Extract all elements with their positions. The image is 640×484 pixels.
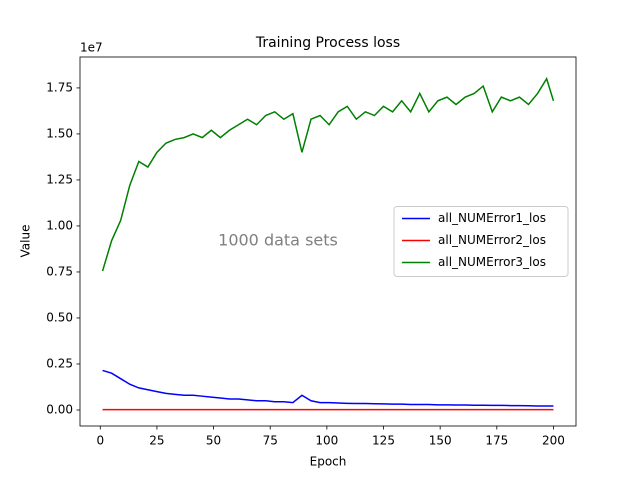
legend-label: all_NUMError2_los xyxy=(438,233,546,247)
series-line xyxy=(101,76,555,272)
annotation: 1000 data sets xyxy=(218,231,338,250)
y-tick-label: 0.75 xyxy=(46,264,73,278)
legend-box xyxy=(393,206,569,277)
y-tick-label: 1.00 xyxy=(46,218,73,232)
x-tick-label: 75 xyxy=(263,434,278,448)
x-tick-label: 100 xyxy=(315,434,338,448)
y-tick-label: 0.25 xyxy=(46,356,73,370)
x-tick-label: 150 xyxy=(429,434,452,448)
x-tick-label: 175 xyxy=(485,434,508,448)
x-axis-label: Epoch xyxy=(310,455,347,469)
legend-label: all_NUMError3_los xyxy=(438,255,546,269)
plot-frame xyxy=(79,56,577,427)
y-tick-label: 1.25 xyxy=(46,172,73,186)
x-tick-label: 0 xyxy=(96,434,104,448)
y-axis-label: Value xyxy=(19,225,33,258)
y-tick-label: 1.75 xyxy=(46,80,73,94)
x-tick-label: 25 xyxy=(149,434,164,448)
x-tick-label: 125 xyxy=(372,434,395,448)
y-tick-label: 1.50 xyxy=(46,126,73,140)
y-offset-label: 1e7 xyxy=(80,41,103,55)
chart-title: Training Process loss xyxy=(255,35,400,51)
x-tick-label: 200 xyxy=(542,434,565,448)
legend-label: all_NUMError1_los xyxy=(438,211,546,225)
x-tick-label: 50 xyxy=(206,434,221,448)
y-tick-label: 0.50 xyxy=(46,310,73,324)
series-line xyxy=(102,369,554,407)
y-tick-label: 0.00 xyxy=(46,402,73,416)
